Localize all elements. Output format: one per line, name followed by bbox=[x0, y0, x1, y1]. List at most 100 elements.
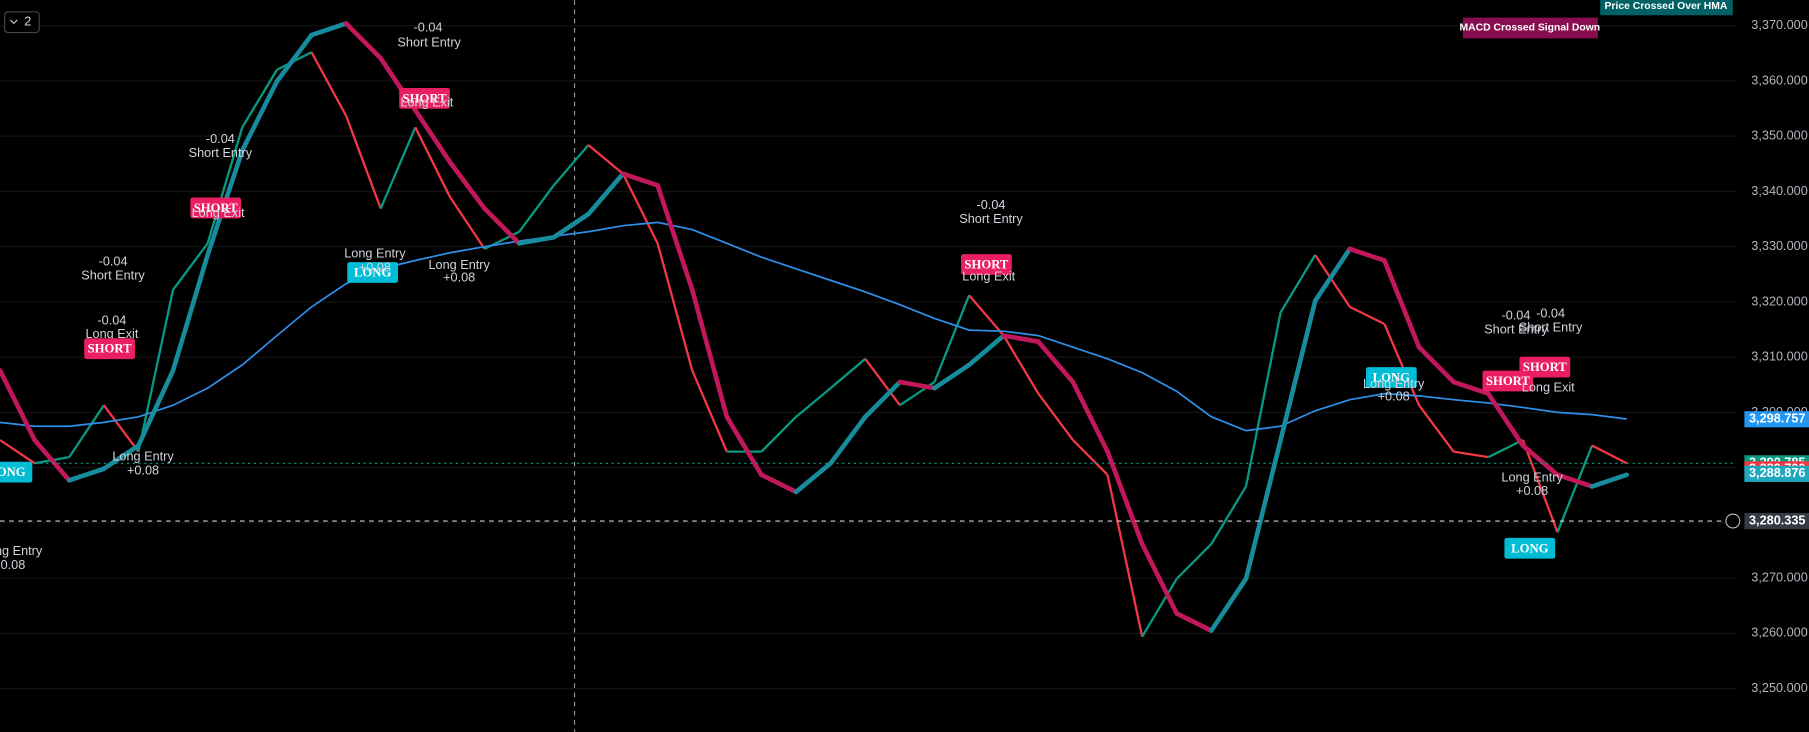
y-tick-label: 3,270.000 bbox=[1751, 571, 1807, 585]
signal-text: +0.08 bbox=[1378, 390, 1410, 404]
signal-text: -0.04 bbox=[206, 132, 235, 146]
hma-segment bbox=[413, 107, 453, 165]
signal-text: Long Entry bbox=[428, 258, 490, 272]
price-segment bbox=[1487, 438, 1524, 459]
price-segment bbox=[310, 51, 348, 117]
hma-segment bbox=[759, 472, 799, 495]
toolbar-button[interactable] bbox=[4, 11, 40, 34]
price-segment bbox=[760, 416, 797, 453]
price-segment bbox=[968, 294, 1005, 337]
signal-text: Long Entry bbox=[0, 544, 43, 558]
signal-text: Long Exit bbox=[85, 327, 138, 341]
price-segment bbox=[518, 184, 555, 233]
hma-segment bbox=[966, 333, 1007, 368]
plot-area bbox=[0, 21, 1737, 690]
alert-text: Price Crossed Over HMA bbox=[1605, 1, 1728, 12]
signal-text: +0.08 bbox=[1516, 484, 1548, 498]
hma-segment bbox=[1416, 344, 1456, 385]
price-segment bbox=[795, 387, 832, 418]
signal-text: Short Entry bbox=[1484, 323, 1548, 337]
price-segment bbox=[1244, 312, 1282, 487]
hma-segment bbox=[516, 234, 557, 246]
signal-text: -0.04 bbox=[99, 255, 128, 269]
price-segment bbox=[345, 115, 382, 209]
long-badge bbox=[1504, 537, 1556, 559]
hma-segment bbox=[274, 32, 314, 84]
signal-text: +0.08 bbox=[127, 463, 159, 477]
y-tick-label: 3,320.000 bbox=[1751, 294, 1807, 308]
price-segment bbox=[1072, 439, 1109, 476]
signal-text: -0.04 bbox=[414, 20, 443, 34]
alert-badge bbox=[1600, 0, 1733, 16]
price-label-box bbox=[1744, 411, 1809, 428]
price-segment bbox=[1314, 254, 1351, 308]
y-tick-label: 3,350.000 bbox=[1751, 129, 1807, 143]
signal-text: Short Entry bbox=[1519, 320, 1583, 334]
hma-segment bbox=[551, 211, 591, 240]
price-segment bbox=[0, 439, 36, 465]
y-tick-label: 3,330.000 bbox=[1751, 239, 1807, 253]
price-segment bbox=[1591, 444, 1628, 465]
price-segment bbox=[1279, 254, 1317, 314]
long-label: LONG bbox=[354, 266, 391, 280]
price-segment bbox=[656, 243, 694, 371]
hma-segment bbox=[586, 171, 626, 217]
hma-segment bbox=[1070, 379, 1110, 454]
price-segment bbox=[587, 144, 624, 175]
hma-segment bbox=[724, 414, 764, 478]
alert-badge bbox=[1462, 17, 1598, 39]
signal-text: Short Entry bbox=[189, 146, 253, 160]
price-segment bbox=[68, 404, 105, 458]
long-badge bbox=[0, 461, 33, 483]
short-label: SHORT bbox=[194, 201, 239, 215]
price-segment bbox=[1383, 323, 1421, 406]
hma-segment bbox=[1209, 576, 1249, 633]
price-segment bbox=[1556, 445, 1594, 533]
price-segment bbox=[1106, 474, 1144, 637]
hma-segment bbox=[1555, 472, 1595, 489]
price-segment bbox=[829, 357, 867, 389]
hma-segment bbox=[343, 21, 384, 61]
hma-segment bbox=[862, 379, 903, 420]
y-tick-label: 3,360.000 bbox=[1751, 73, 1807, 87]
price-segment bbox=[621, 173, 659, 244]
long-badge bbox=[347, 262, 399, 283]
price-segment bbox=[102, 404, 140, 453]
price-segment bbox=[206, 127, 244, 244]
long-label: LONG bbox=[1511, 541, 1548, 555]
hma-segment bbox=[170, 252, 210, 373]
signal-text: Short Entry bbox=[397, 35, 461, 49]
price-segment bbox=[1521, 439, 1559, 533]
hma-segment bbox=[309, 21, 349, 38]
hma-segment bbox=[66, 466, 107, 483]
hma-segment bbox=[1382, 258, 1422, 350]
price-segment bbox=[1453, 450, 1489, 459]
hma-segment bbox=[828, 414, 868, 466]
price-segment bbox=[1349, 305, 1385, 326]
short-badge bbox=[84, 338, 135, 360]
signal-text: Long Entry bbox=[112, 450, 174, 464]
hma-segment bbox=[32, 437, 72, 483]
price-segment bbox=[552, 144, 590, 187]
short-badge bbox=[1482, 370, 1534, 392]
price-segment bbox=[864, 358, 901, 406]
signal-text: Long Exit bbox=[400, 95, 453, 109]
alert-text: MACD Crossed Signal Down bbox=[1459, 23, 1600, 34]
hma-segment bbox=[620, 171, 660, 188]
price-label: 3,288.876 bbox=[1749, 466, 1805, 480]
short-label: SHORT bbox=[1486, 374, 1531, 388]
signal-text: Long Entry bbox=[1363, 377, 1425, 391]
hma-segment bbox=[932, 362, 972, 391]
price-segment bbox=[414, 126, 451, 198]
short-badge bbox=[190, 197, 242, 219]
short-badge bbox=[399, 87, 450, 109]
price-label: 3,298.757 bbox=[1749, 412, 1805, 426]
hma-segment bbox=[655, 183, 695, 293]
toolbar-count: 2 bbox=[24, 15, 31, 29]
hma-segment bbox=[1485, 391, 1526, 448]
hma-segment bbox=[239, 79, 280, 153]
y-tick-label: 3,310.000 bbox=[1751, 350, 1807, 364]
long-label: LONG bbox=[1373, 371, 1410, 385]
hma-segment bbox=[1036, 339, 1076, 385]
